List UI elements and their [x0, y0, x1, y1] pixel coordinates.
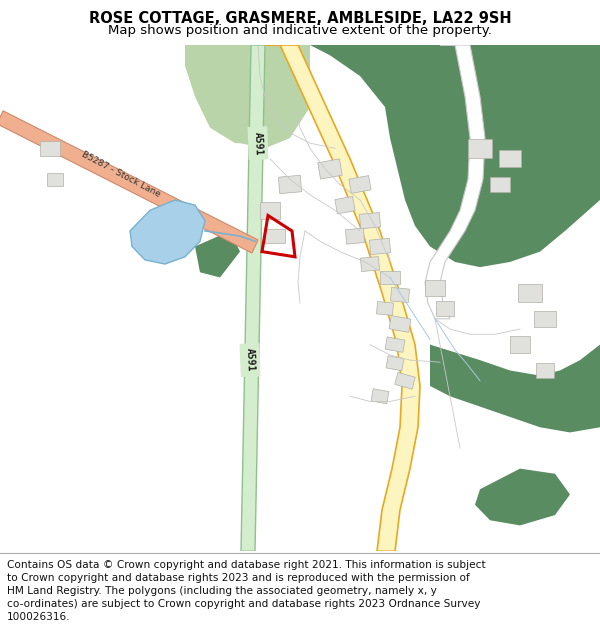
Polygon shape — [499, 151, 521, 167]
Polygon shape — [371, 389, 389, 404]
Polygon shape — [389, 316, 411, 332]
Polygon shape — [370, 238, 391, 254]
Polygon shape — [185, 45, 310, 148]
Polygon shape — [260, 202, 280, 219]
Text: B5287 - Stock Lane: B5287 - Stock Lane — [80, 149, 162, 199]
Polygon shape — [318, 159, 342, 179]
Polygon shape — [361, 256, 380, 271]
Polygon shape — [40, 141, 60, 156]
Polygon shape — [185, 45, 310, 143]
Polygon shape — [391, 288, 410, 302]
Polygon shape — [349, 176, 371, 193]
Text: A591: A591 — [253, 131, 263, 155]
Polygon shape — [359, 213, 380, 229]
Text: co-ordinates) are subject to Crown copyright and database rights 2023 Ordnance S: co-ordinates) are subject to Crown copyr… — [7, 599, 481, 609]
Text: 100026316.: 100026316. — [7, 612, 71, 622]
Text: A591: A591 — [245, 348, 256, 372]
Polygon shape — [377, 301, 394, 316]
Polygon shape — [385, 337, 405, 352]
Polygon shape — [536, 363, 554, 378]
Polygon shape — [265, 45, 420, 551]
Polygon shape — [386, 356, 404, 371]
Polygon shape — [395, 372, 415, 389]
Polygon shape — [0, 111, 258, 253]
Text: ROSE COTTAGE, GRASMERE, AMBLESIDE, LA22 9SH: ROSE COTTAGE, GRASMERE, AMBLESIDE, LA22 … — [89, 11, 511, 26]
Polygon shape — [534, 311, 556, 327]
Polygon shape — [265, 229, 285, 243]
Polygon shape — [430, 344, 600, 432]
Polygon shape — [241, 45, 265, 551]
Polygon shape — [278, 175, 302, 194]
Polygon shape — [130, 200, 205, 264]
Polygon shape — [195, 231, 240, 278]
Polygon shape — [468, 139, 492, 158]
Text: Map shows position and indicative extent of the property.: Map shows position and indicative extent… — [108, 24, 492, 37]
Polygon shape — [436, 301, 454, 316]
Polygon shape — [490, 177, 510, 192]
Polygon shape — [335, 196, 355, 214]
Text: to Crown copyright and database rights 2023 and is reproduced with the permissio: to Crown copyright and database rights 2… — [7, 573, 470, 583]
Polygon shape — [510, 336, 530, 353]
Polygon shape — [425, 279, 445, 296]
Polygon shape — [346, 228, 365, 244]
Polygon shape — [518, 284, 542, 302]
Text: Contains OS data © Crown copyright and database right 2021. This information is : Contains OS data © Crown copyright and d… — [7, 560, 486, 570]
Polygon shape — [310, 45, 600, 267]
Polygon shape — [380, 271, 400, 284]
Text: HM Land Registry. The polygons (including the associated geometry, namely x, y: HM Land Registry. The polygons (includin… — [7, 586, 437, 596]
Polygon shape — [425, 45, 485, 319]
Polygon shape — [47, 173, 63, 186]
Polygon shape — [475, 469, 570, 526]
